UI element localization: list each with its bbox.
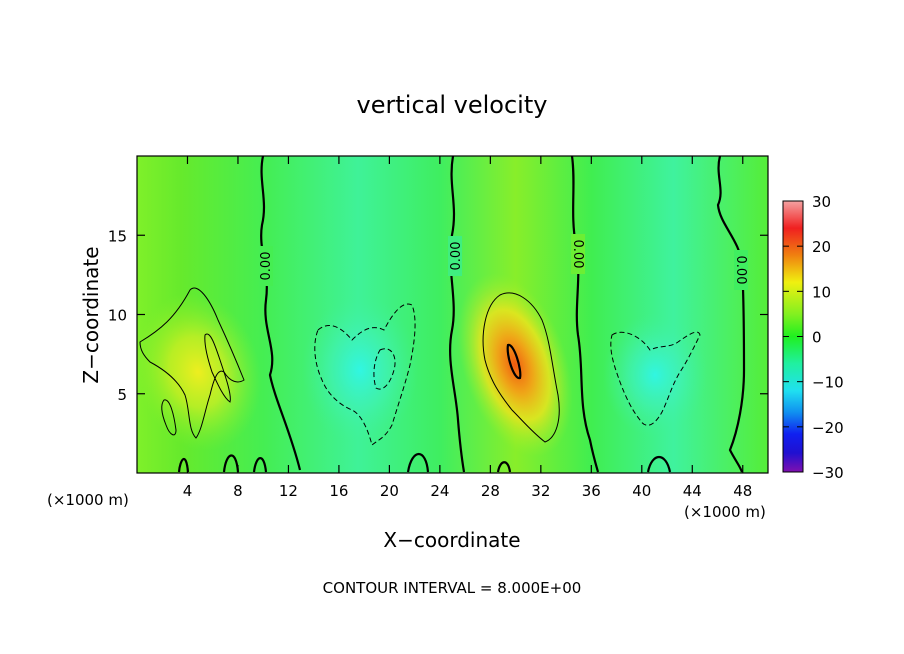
contour-labels: 0.00 0.00 0.00 0.00 (259, 234, 748, 290)
x-tick-label: 20 (380, 482, 399, 500)
contour-max-center (506, 343, 522, 380)
x-axis-label: X−coordinate (383, 528, 520, 552)
colorbar-ticks: 30 20 10 0 −10 −20 −30 (783, 193, 844, 482)
colorbar: 30 20 10 0 −10 −20 −30 (782, 193, 844, 482)
negative-contours (314, 303, 701, 446)
downdraft-region-right (603, 313, 707, 437)
contour-label-2: 0.00 (449, 242, 464, 271)
zero-contour-bump-6 (646, 455, 672, 473)
zero-contour-bump-2 (222, 454, 240, 473)
contour-positive-left-small (161, 399, 177, 436)
colorbar-tick-label: 20 (812, 238, 831, 256)
contour-label-4: 0.00 (733, 256, 748, 285)
colorbar-tick-label: −10 (812, 374, 844, 392)
colorbar-tick-label: 0 (812, 329, 822, 347)
zero-contour-bump-4 (406, 452, 430, 473)
x-axis: 4 8 12 16 20 24 28 32 36 40 44 48 (183, 156, 752, 500)
contour-positive-center (482, 292, 560, 443)
contour-negative-mid-inner (373, 348, 396, 390)
x-unit-right: (×1000 m) (684, 503, 766, 521)
colorbar-tick-label: 30 (812, 193, 831, 211)
contour-label-1: 0.00 (259, 252, 274, 281)
zero-contour-1 (260, 156, 302, 471)
y-tick-label: 10 (108, 307, 127, 325)
x-tick-label: 16 (329, 482, 348, 500)
zero-contour-2 (449, 156, 466, 473)
x-tick-label: 44 (683, 482, 702, 500)
colorbar-tick-label: −30 (812, 464, 844, 482)
x-tick-label: 24 (430, 482, 449, 500)
y-tick-label: 5 (117, 386, 127, 404)
y-axis-label: Z−coordinate (79, 246, 103, 383)
y-axis: 5 10 15 (108, 227, 768, 404)
contour-label-bg-4 (734, 250, 748, 290)
contour-positive-left-inner (204, 333, 231, 403)
chart-title: vertical velocity (357, 91, 548, 119)
zero-contour-4 (716, 156, 746, 473)
contour-label-bg-1 (259, 246, 273, 286)
updraft-region-center (457, 273, 573, 457)
contour-positive-left (139, 287, 245, 439)
zero-contour-bump-3 (252, 457, 268, 473)
zero-contour-bump-5 (496, 461, 512, 473)
y-tick-label: 15 (108, 227, 127, 245)
x-tick-label: 4 (183, 482, 193, 500)
contour-label-bg-3 (571, 234, 585, 274)
updraft-region-left (137, 293, 262, 451)
colorbar-tick-label: 10 (812, 283, 831, 301)
colorbar-tick-label: −20 (812, 419, 844, 437)
contour-interval-note: CONTOUR INTERVAL = 8.000E+00 (323, 579, 582, 597)
zero-contour-3 (570, 156, 600, 473)
contour-label-3: 0.00 (570, 240, 585, 269)
x-tick-label: 40 (632, 482, 651, 500)
downdraft-region-mid (302, 295, 418, 445)
x-tick-label: 8 (233, 482, 243, 500)
positive-contours (139, 287, 560, 443)
x-tick-label: 12 (279, 482, 298, 500)
x-tick-label: 48 (733, 482, 752, 500)
contour-label-bg-2 (448, 236, 462, 276)
x-tick-label: 32 (531, 482, 550, 500)
plot-area: 0.00 0.00 0.00 0.00 (137, 156, 768, 473)
x-tick-label: 28 (481, 482, 500, 500)
x-unit-left: (×1000 m) (47, 491, 129, 509)
x-tick-label: 36 (582, 482, 601, 500)
contour-negative-mid (314, 303, 416, 446)
